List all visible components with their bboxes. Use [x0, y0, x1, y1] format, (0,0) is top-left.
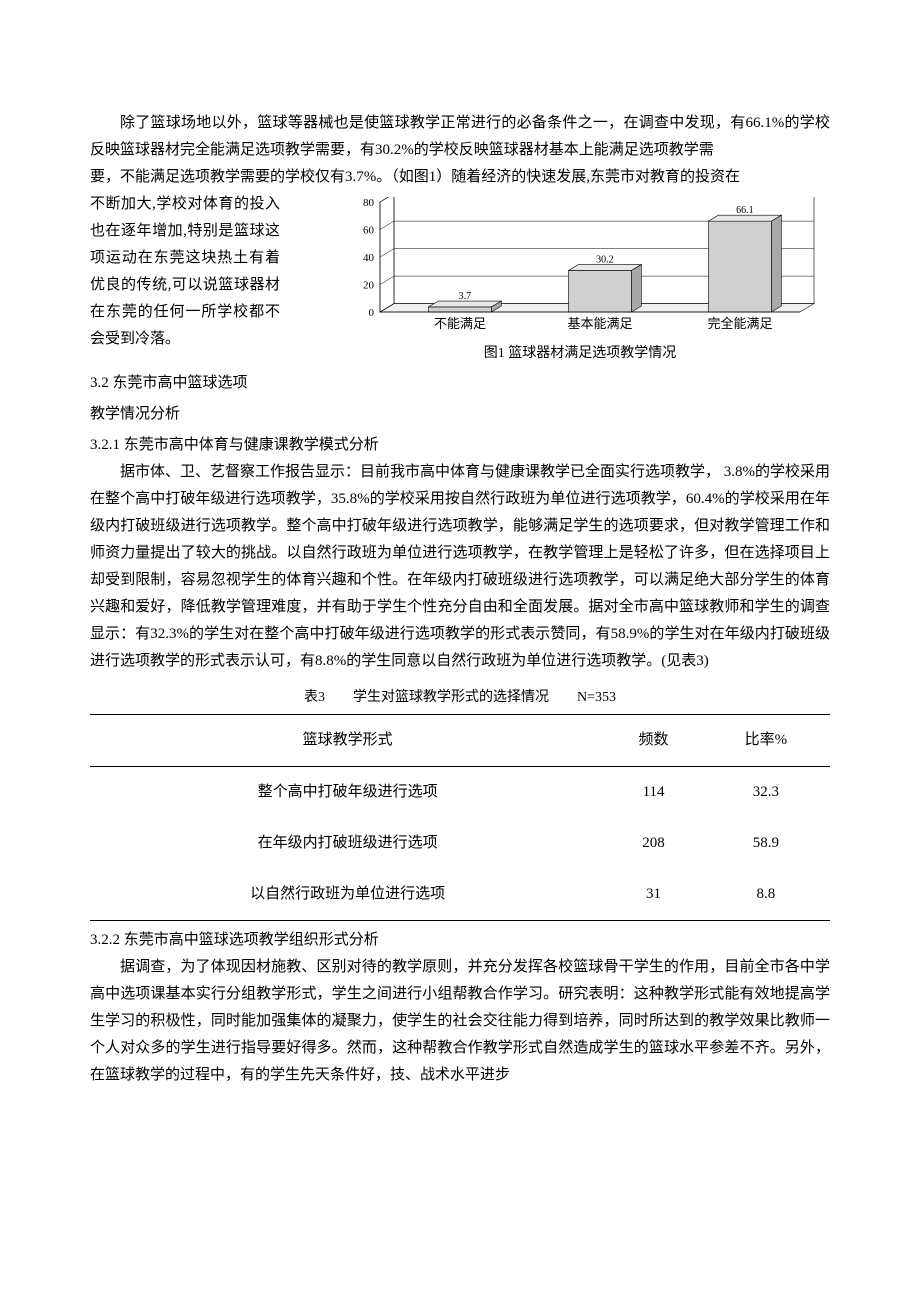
- table-header-cell: 篮球教学形式: [90, 715, 605, 767]
- bar-chart: 0 20 40 60 80 3.7 不能满足 30.2 基本能满足 66.1 完全能满足: [330, 197, 830, 337]
- table-row: 整个高中打破年级进行选项 114 32.3: [90, 767, 830, 819]
- svg-text:基本能满足: 基本能满足: [567, 316, 632, 331]
- svg-text:3.7: 3.7: [459, 291, 472, 302]
- svg-text:60: 60: [363, 225, 375, 237]
- table-cell: 58.9: [702, 818, 830, 869]
- table-cell: 208: [605, 818, 701, 869]
- paragraph-4: 据调查，为了体现因材施教、区别对待的教学原则，并充分发挥各校篮球骨干学生的作用，…: [90, 954, 830, 1089]
- paragraph-2: 要，不能满足选项教学需要的学校仅有3.7%。（如图1）随着经济的快速发展,东莞市…: [90, 164, 830, 191]
- table-cell: 31: [605, 869, 701, 921]
- left-column-text: 不断加大,学校对体育的投入也在逐年增加,特别是篮球这项运动在东莞这块热土有着优良…: [90, 191, 280, 353]
- section-3-2-1-title: 3.2.1 东莞市高中体育与健康课教学模式分析: [90, 432, 830, 459]
- table-cell: 8.8: [702, 869, 830, 921]
- chart-caption: 图1 篮球器材满足选项教学情况: [330, 341, 830, 366]
- svg-text:30.2: 30.2: [596, 255, 614, 266]
- table-caption: 表3 学生对篮球教学形式的选择情况 N=353: [90, 685, 830, 710]
- section-3-2-title-b: 教学情况分析: [90, 401, 830, 428]
- table-cell: 在年级内打破班级进行选项: [90, 818, 605, 869]
- paragraph-1: 除了篮球场地以外，篮球等器械也是使篮球教学正常进行的必备条件之一，在调查中发现，…: [90, 110, 830, 164]
- table-cell: 整个高中打破年级进行选项: [90, 767, 605, 819]
- data-table: 篮球教学形式 频数 比率% 整个高中打破年级进行选项 114 32.3 在年级内…: [90, 714, 830, 921]
- table-cell: 114: [605, 767, 701, 819]
- svg-text:0: 0: [369, 307, 375, 319]
- svg-text:66.1: 66.1: [736, 205, 754, 216]
- table-header-row: 篮球教学形式 频数 比率%: [90, 715, 830, 767]
- table-row: 以自然行政班为单位进行选项 31 8.8: [90, 869, 830, 921]
- table-header-cell: 比率%: [702, 715, 830, 767]
- float-section: 不断加大,学校对体育的投入也在逐年增加,特别是篮球这项运动在东莞这块热土有着优良…: [90, 191, 830, 366]
- table-cell: 以自然行政班为单位进行选项: [90, 869, 605, 921]
- table-row: 在年级内打破班级进行选项 208 58.9: [90, 818, 830, 869]
- svg-text:不能满足: 不能满足: [434, 316, 486, 331]
- section-3-2-title-a: 3.2 东莞市高中篮球选项: [90, 370, 830, 397]
- table-cell: 32.3: [702, 767, 830, 819]
- section-3-2-2-title: 3.2.2 东莞市高中篮球选项教学组织形式分析: [90, 927, 830, 954]
- chart-container: 0 20 40 60 80 3.7 不能满足 30.2 基本能满足 66.1 完全能满足 图1 篮球…: [330, 191, 830, 366]
- svg-text:80: 80: [363, 197, 375, 209]
- svg-text:20: 20: [363, 280, 375, 292]
- svg-text:40: 40: [363, 252, 375, 264]
- svg-text:完全能满足: 完全能满足: [707, 316, 772, 331]
- table-header-cell: 频数: [605, 715, 701, 767]
- paragraph-3: 据市体、卫、艺督察工作报告显示：目前我市高中体育与健康课教学已全面实行选项教学，…: [90, 459, 830, 675]
